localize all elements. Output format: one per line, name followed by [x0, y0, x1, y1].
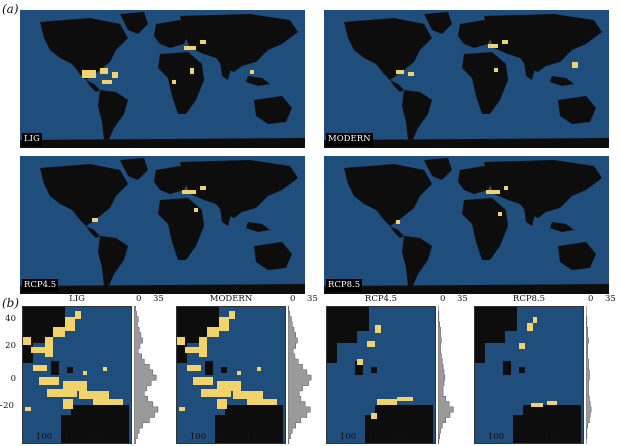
latitude-histogram	[134, 306, 159, 444]
world-map-lig: LIG	[20, 10, 305, 148]
map-label: MODERN	[326, 133, 373, 146]
hist-axis-max: 35	[605, 294, 616, 304]
subplot-lig: LIG 0 35	[22, 294, 167, 446]
x-tick-label: 140	[91, 432, 109, 442]
x-tick-label: 120	[217, 432, 235, 442]
regional-map-graphic	[177, 307, 283, 443]
y-tick-label: −20	[0, 401, 14, 411]
x-tick-label: 120	[367, 432, 385, 442]
subplot-modern: MODERN 0 35	[176, 294, 321, 446]
hist-area	[438, 306, 454, 444]
hist-axis-min: 0	[440, 294, 446, 304]
latitude-histogram	[288, 306, 312, 444]
x-tick-label: 100	[339, 432, 357, 442]
x-tick-label: 140	[543, 432, 561, 442]
regional-map-graphic	[475, 307, 581, 443]
habitat-overlay	[396, 186, 508, 224]
hist-axis-max: 35	[153, 294, 164, 304]
world-map-rcp45: RCP4.5	[20, 156, 305, 294]
map-label: LIG	[22, 133, 42, 146]
hist-axis-min: 0	[290, 294, 296, 304]
x-tick-label: 120	[515, 432, 533, 442]
y-tick-label: 0	[10, 374, 16, 384]
x-tick-label: 100	[35, 432, 53, 442]
subplot-rcp45: RCP4.5 0 35	[326, 294, 471, 446]
hist-area	[134, 306, 159, 444]
subplot-title: MODERN	[209, 294, 253, 304]
y-tick-label: 20	[5, 341, 16, 351]
hist-area	[586, 306, 592, 444]
regional-map	[474, 306, 584, 444]
regional-map	[176, 306, 286, 444]
regional-map	[22, 306, 132, 444]
regional-map-graphic	[23, 307, 129, 443]
x-tick-label: 140	[245, 432, 263, 442]
latitude-histogram	[438, 306, 454, 444]
map-label: RCP4.5	[22, 279, 59, 292]
y-tick-label: 40	[5, 314, 16, 324]
panel-a-letter: (a)	[2, 2, 19, 16]
x-tick-label: 100	[487, 432, 505, 442]
regional-map-graphic	[327, 307, 433, 443]
x-tick-label: 120	[63, 432, 81, 442]
subplot-title: RCP8.5	[512, 294, 546, 304]
hist-axis-min: 0	[588, 294, 594, 304]
hist-axis-max: 35	[307, 294, 318, 304]
x-tick-label: 100	[189, 432, 207, 442]
subplot-title: RCP4.5	[364, 294, 398, 304]
latitude-histogram	[586, 306, 592, 444]
habitat-overlay	[92, 186, 206, 222]
subplot-rcp85: RCP8.5 0 35	[474, 294, 619, 446]
habitat-overlay	[82, 40, 254, 84]
habitat-overlay	[396, 40, 578, 76]
x-tick-label: 140	[395, 432, 413, 442]
panel-b-letter: (b)	[2, 296, 20, 310]
regional-map	[326, 306, 436, 444]
world-map-modern: MODERN	[324, 10, 609, 148]
world-map-rcp85: RCP8.5	[324, 156, 609, 294]
hist-axis-max: 35	[457, 294, 468, 304]
hist-axis-min: 0	[136, 294, 142, 304]
subplot-title: LIG	[69, 294, 85, 304]
hist-area	[288, 306, 312, 444]
map-label: RCP8.5	[326, 279, 363, 292]
